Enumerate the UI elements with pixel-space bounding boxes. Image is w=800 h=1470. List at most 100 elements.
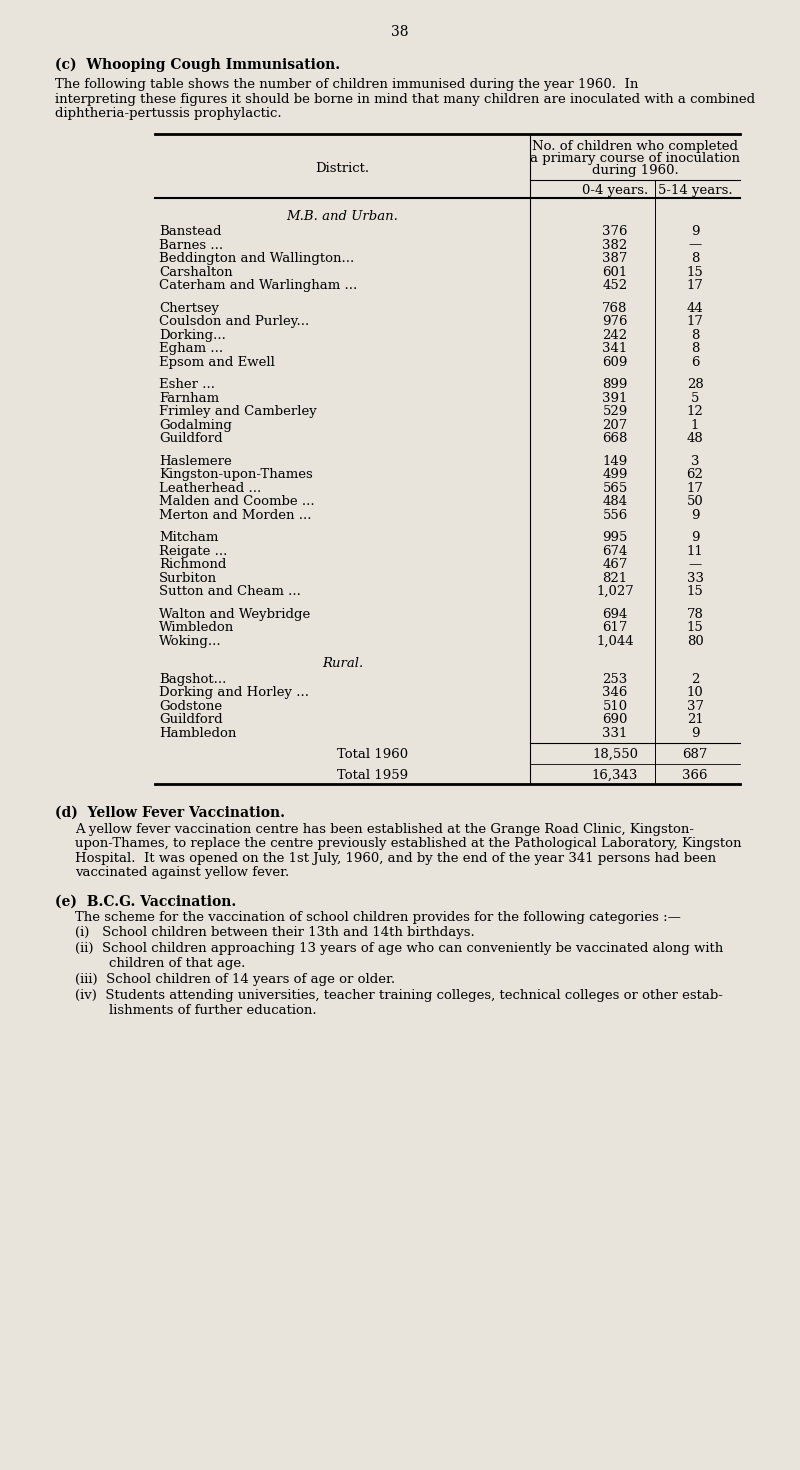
Text: children of that age.: children of that age.: [75, 957, 246, 970]
Text: Epsom and Ewell: Epsom and Ewell: [159, 356, 275, 369]
Text: 2: 2: [691, 672, 699, 685]
Text: Rural.: Rural.: [322, 657, 363, 670]
Text: 499: 499: [602, 467, 628, 481]
Text: Frimley and Camberley: Frimley and Camberley: [159, 406, 317, 417]
Text: Hospital.  It was opened on the 1st July, 1960, and by the end of the year 341 p: Hospital. It was opened on the 1st July,…: [75, 851, 716, 864]
Text: 17: 17: [686, 315, 703, 328]
Text: Walton and Weybridge: Walton and Weybridge: [159, 607, 310, 620]
Text: 17: 17: [686, 279, 703, 293]
Text: 617: 617: [602, 620, 628, 634]
Text: Chertsey: Chertsey: [159, 301, 219, 315]
Text: 78: 78: [686, 607, 703, 620]
Text: 484: 484: [602, 495, 627, 509]
Text: lishments of further education.: lishments of further education.: [75, 1004, 317, 1017]
Text: Leatherhead ...: Leatherhead ...: [159, 482, 262, 494]
Text: Coulsdon and Purley...: Coulsdon and Purley...: [159, 315, 310, 328]
Text: Kingston-upon-Thames: Kingston-upon-Thames: [159, 467, 313, 481]
Text: interpreting these figures it should be borne in mind that many children are ino: interpreting these figures it should be …: [55, 93, 755, 106]
Text: (iv)  Students attending universities, teacher training colleges, technical coll: (iv) Students attending universities, te…: [75, 989, 723, 1003]
Text: Wimbledon: Wimbledon: [159, 620, 234, 634]
Text: —: —: [688, 238, 702, 251]
Text: 5-14 years.: 5-14 years.: [658, 184, 732, 197]
Text: 80: 80: [686, 635, 703, 647]
Text: 12: 12: [686, 406, 703, 417]
Text: Bagshot...: Bagshot...: [159, 672, 226, 685]
Text: 899: 899: [602, 378, 628, 391]
Text: 18,550: 18,550: [592, 748, 638, 761]
Text: Caterham and Warlingham ...: Caterham and Warlingham ...: [159, 279, 358, 293]
Text: 16,343: 16,343: [592, 769, 638, 782]
Text: 149: 149: [602, 454, 628, 467]
Text: during 1960.: during 1960.: [592, 163, 678, 176]
Text: 0-4 years.: 0-4 years.: [582, 184, 648, 197]
Text: Egham ...: Egham ...: [159, 343, 223, 354]
Text: (iii)  School children of 14 years of age or older.: (iii) School children of 14 years of age…: [75, 973, 395, 986]
Text: 565: 565: [602, 482, 628, 494]
Text: Guildford: Guildford: [159, 432, 222, 445]
Text: 253: 253: [602, 672, 628, 685]
Text: Barnes ...: Barnes ...: [159, 238, 223, 251]
Text: Hambledon: Hambledon: [159, 726, 236, 739]
Text: 467: 467: [602, 559, 628, 570]
Text: vaccinated against yellow fever.: vaccinated against yellow fever.: [75, 866, 290, 879]
Text: Sutton and Cheam ...: Sutton and Cheam ...: [159, 585, 301, 598]
Text: 556: 556: [602, 509, 628, 522]
Text: 8: 8: [691, 251, 699, 265]
Text: 62: 62: [686, 467, 703, 481]
Text: Carshalton: Carshalton: [159, 266, 233, 278]
Text: 48: 48: [686, 432, 703, 445]
Text: 37: 37: [686, 700, 703, 713]
Text: District.: District.: [315, 162, 370, 175]
Text: 15: 15: [686, 620, 703, 634]
Text: Total 1960: Total 1960: [337, 748, 408, 761]
Text: Merton and Morden ...: Merton and Morden ...: [159, 509, 311, 522]
Text: No. of children who completed: No. of children who completed: [532, 140, 738, 153]
Text: 331: 331: [602, 726, 628, 739]
Text: 391: 391: [602, 391, 628, 404]
Text: 1,044: 1,044: [596, 635, 634, 647]
Text: 510: 510: [602, 700, 627, 713]
Text: 8: 8: [691, 328, 699, 341]
Text: 976: 976: [602, 315, 628, 328]
Text: (c)  Whooping Cough Immunisation.: (c) Whooping Cough Immunisation.: [55, 57, 340, 72]
Text: upon-Thames, to replace the centre previously established at the Pathological La: upon-Thames, to replace the centre previ…: [75, 836, 742, 850]
Text: 15: 15: [686, 266, 703, 278]
Text: 8: 8: [691, 343, 699, 354]
Text: A yellow fever vaccination centre has been established at the Grange Road Clinic: A yellow fever vaccination centre has be…: [75, 823, 694, 835]
Text: 15: 15: [686, 585, 703, 598]
Text: 452: 452: [602, 279, 627, 293]
Text: 690: 690: [602, 713, 628, 726]
Text: 207: 207: [602, 419, 628, 432]
Text: 10: 10: [686, 686, 703, 700]
Text: Total 1959: Total 1959: [337, 769, 408, 782]
Text: 768: 768: [602, 301, 628, 315]
Text: 50: 50: [686, 495, 703, 509]
Text: 17: 17: [686, 482, 703, 494]
Text: 44: 44: [686, 301, 703, 315]
Text: Reigate ...: Reigate ...: [159, 544, 227, 557]
Text: 376: 376: [602, 225, 628, 238]
Text: 601: 601: [602, 266, 628, 278]
Text: Godstone: Godstone: [159, 700, 222, 713]
Text: 387: 387: [602, 251, 628, 265]
Text: 38: 38: [391, 25, 409, 40]
Text: 346: 346: [602, 686, 628, 700]
Text: 694: 694: [602, 607, 628, 620]
Text: 821: 821: [602, 572, 627, 585]
Text: —: —: [688, 559, 702, 570]
Text: Haslemere: Haslemere: [159, 454, 232, 467]
Text: diphtheria-pertussis prophylactic.: diphtheria-pertussis prophylactic.: [55, 107, 282, 121]
Text: Malden and Coombe ...: Malden and Coombe ...: [159, 495, 314, 509]
Text: Guildford: Guildford: [159, 713, 222, 726]
Text: 1: 1: [691, 419, 699, 432]
Text: (e)  B.C.G. Vaccination.: (e) B.C.G. Vaccination.: [55, 895, 236, 908]
Text: 9: 9: [690, 726, 699, 739]
Text: Surbiton: Surbiton: [159, 572, 217, 585]
Text: 11: 11: [686, 544, 703, 557]
Text: M.B. and Urban.: M.B. and Urban.: [286, 210, 398, 222]
Text: 9: 9: [690, 509, 699, 522]
Text: 529: 529: [602, 406, 628, 417]
Text: Mitcham: Mitcham: [159, 531, 218, 544]
Text: 609: 609: [602, 356, 628, 369]
Text: 6: 6: [690, 356, 699, 369]
